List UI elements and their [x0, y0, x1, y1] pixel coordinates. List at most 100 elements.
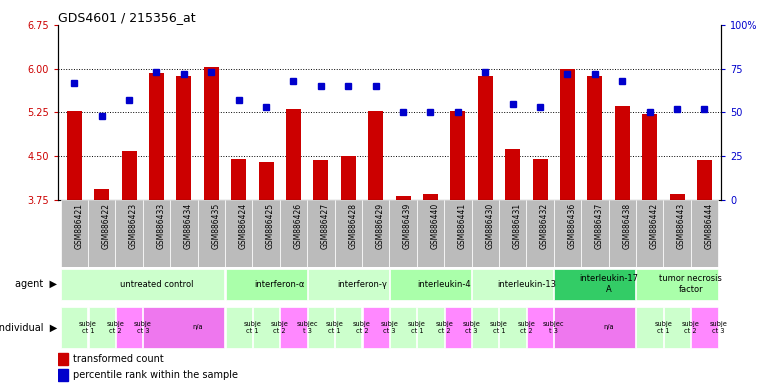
Bar [308, 307, 334, 348]
Text: GSM886442: GSM886442 [650, 203, 658, 249]
Bar [663, 200, 691, 267]
Text: subje
ct 2: subje ct 2 [353, 321, 371, 334]
Bar [258, 162, 274, 200]
Text: GSM886426: GSM886426 [294, 203, 302, 249]
Bar [472, 307, 498, 348]
Bar [636, 200, 663, 267]
Bar [281, 307, 307, 348]
Text: GSM886429: GSM886429 [375, 203, 385, 249]
Bar [554, 307, 635, 348]
Bar [614, 106, 630, 200]
Text: GSM886428: GSM886428 [348, 203, 357, 249]
Text: interferon-γ: interferon-γ [337, 280, 387, 289]
Bar [554, 269, 635, 300]
Text: subje
ct 1: subje ct 1 [408, 321, 426, 334]
Bar [313, 160, 328, 200]
Bar [472, 200, 499, 267]
Text: interleukin-4: interleukin-4 [417, 280, 471, 289]
Bar [499, 200, 527, 267]
Text: interleukin-13: interleukin-13 [497, 280, 556, 289]
Bar [88, 200, 116, 267]
Bar [368, 111, 383, 200]
Bar [61, 307, 87, 348]
Text: subje
ct 2: subje ct 2 [106, 321, 124, 334]
Text: individual  ▶: individual ▶ [0, 322, 57, 333]
Text: GSM886434: GSM886434 [183, 203, 193, 249]
Text: subje
ct 3: subje ct 3 [380, 321, 399, 334]
Text: GSM886444: GSM886444 [705, 203, 713, 249]
Bar [341, 156, 355, 200]
Bar [177, 76, 191, 200]
Text: GSM886436: GSM886436 [567, 203, 577, 249]
Bar [58, 353, 69, 365]
Bar [197, 200, 225, 267]
Text: subje
ct 2: subje ct 2 [435, 321, 453, 334]
Bar [389, 200, 417, 267]
Text: subje
ct 1: subje ct 1 [490, 321, 508, 334]
Bar [450, 111, 466, 200]
Text: transformed count: transformed count [72, 354, 163, 364]
Text: subjec
t 3: subjec t 3 [543, 321, 564, 334]
Text: GSM886441: GSM886441 [458, 203, 467, 249]
Text: GSM886427: GSM886427 [321, 203, 330, 249]
Text: GSM886422: GSM886422 [102, 203, 111, 249]
Bar [608, 200, 636, 267]
Text: percentile rank within the sample: percentile rank within the sample [72, 370, 237, 381]
Bar [362, 200, 389, 267]
Bar [505, 149, 520, 200]
Bar [61, 269, 224, 300]
Bar [417, 307, 443, 348]
Text: GSM886438: GSM886438 [622, 203, 631, 249]
Text: GSM886440: GSM886440 [430, 203, 439, 249]
Text: subje
ct 3: subje ct 3 [463, 321, 480, 334]
Text: GSM886431: GSM886431 [513, 203, 522, 249]
Bar [588, 76, 602, 200]
Bar [253, 307, 279, 348]
Bar [445, 307, 471, 348]
Text: subje
ct 1: subje ct 1 [655, 321, 672, 334]
Bar [149, 73, 164, 200]
Text: subje
ct 3: subje ct 3 [134, 321, 152, 334]
Text: GSM886425: GSM886425 [266, 203, 275, 249]
Text: GSM886423: GSM886423 [129, 203, 138, 249]
Text: GSM886435: GSM886435 [211, 203, 221, 249]
Bar [335, 200, 362, 267]
Text: GSM886433: GSM886433 [157, 203, 166, 249]
Text: GSM886439: GSM886439 [403, 203, 412, 249]
Bar [204, 68, 219, 200]
Bar [527, 307, 554, 348]
Bar [472, 269, 554, 300]
Bar [533, 159, 547, 200]
Bar [308, 269, 389, 300]
Text: n/a: n/a [603, 324, 614, 330]
Bar [637, 307, 663, 348]
Bar [286, 109, 301, 200]
Text: GSM886432: GSM886432 [540, 203, 549, 249]
Text: subje
ct 3: subje ct 3 [709, 321, 727, 334]
Bar [500, 307, 526, 348]
Bar [396, 195, 411, 200]
Bar [581, 200, 608, 267]
Bar [280, 200, 307, 267]
Bar [697, 160, 712, 200]
Text: subje
ct 1: subje ct 1 [79, 321, 97, 334]
Text: subje
ct 2: subje ct 2 [517, 321, 535, 334]
Bar [225, 269, 307, 300]
Text: GSM886421: GSM886421 [74, 203, 83, 249]
Text: GSM886437: GSM886437 [595, 203, 604, 249]
Bar [554, 200, 581, 267]
Bar [478, 76, 493, 200]
Bar [307, 200, 335, 267]
Bar [252, 200, 280, 267]
Text: subjec
t 3: subjec t 3 [296, 321, 318, 334]
Bar [444, 200, 472, 267]
Text: untreated control: untreated control [120, 280, 194, 289]
Bar [664, 307, 690, 348]
Bar [116, 200, 143, 267]
Bar [417, 200, 444, 267]
Bar [560, 69, 575, 200]
Bar [527, 200, 554, 267]
Bar [642, 114, 657, 200]
Bar [170, 200, 197, 267]
Text: GSM886443: GSM886443 [677, 203, 686, 249]
